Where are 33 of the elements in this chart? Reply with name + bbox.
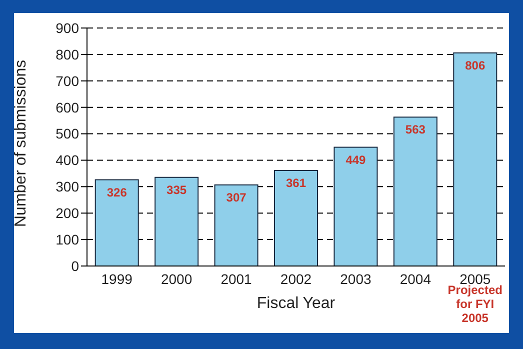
y-tick-label: 100 <box>56 232 80 248</box>
bar <box>214 184 258 266</box>
bar <box>453 52 498 266</box>
data-label: 563 <box>405 122 426 137</box>
x-tick-label: 2001 <box>220 270 252 287</box>
data-label: 806 <box>465 58 486 72</box>
x-tick-label: 2002 <box>280 270 312 287</box>
data-label: 335 <box>166 182 187 197</box>
bar <box>334 146 378 266</box>
y-tick-label: 200 <box>56 205 80 222</box>
data-label: 326 <box>106 185 128 200</box>
bar <box>94 179 139 266</box>
y-tick-label: 900 <box>56 20 80 36</box>
y-tick-label: 0 <box>71 258 80 274</box>
y-tick-label: 400 <box>56 152 80 168</box>
x-tick-label: 1999 <box>101 270 133 287</box>
data-label: 307 <box>226 190 247 204</box>
bar <box>393 116 438 266</box>
y-tick-label: 500 <box>56 126 80 142</box>
y-tick-label: 700 <box>56 72 80 89</box>
x-tick-label: 2003 <box>340 270 372 287</box>
x-tick-label: 2000 <box>160 270 192 287</box>
bar <box>274 170 318 266</box>
y-tick-label: 600 <box>56 99 80 116</box>
y-axis-title: Number of submissions <box>12 60 30 227</box>
data-label: 449 <box>346 152 366 167</box>
x-tick-label: 2004 <box>400 270 432 287</box>
x-axis-title: Fiscal Year <box>256 295 336 312</box>
bar <box>154 176 199 266</box>
data-label: 361 <box>286 176 306 190</box>
y-tick-label: 800 <box>56 46 80 62</box>
y-tick-label: 300 <box>56 178 80 195</box>
text: Projected for FYI 2005 <box>446 283 504 325</box>
